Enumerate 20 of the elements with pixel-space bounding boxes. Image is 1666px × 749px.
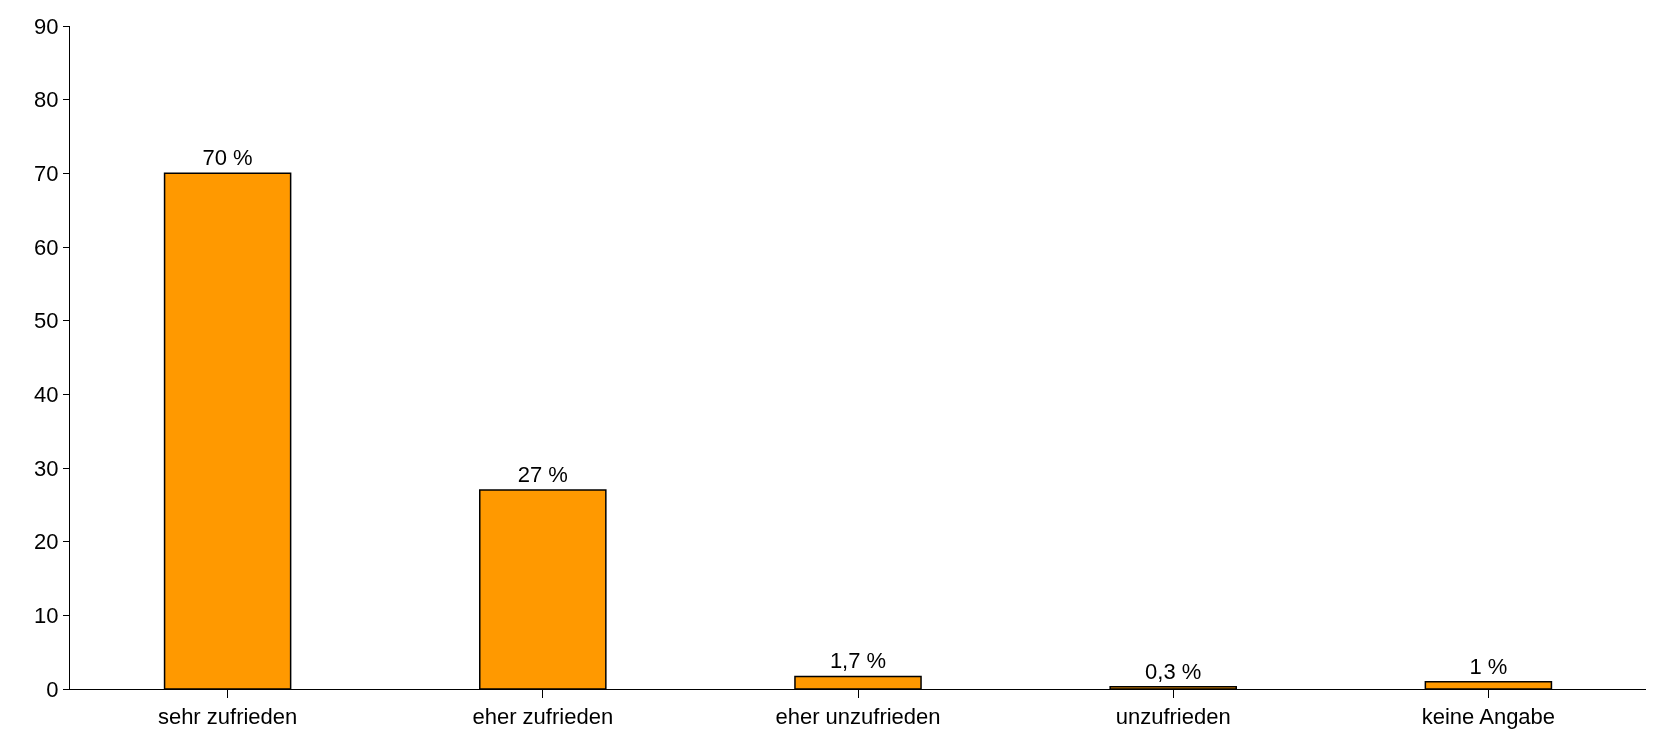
data-label: 1,7 % bbox=[829, 648, 887, 674]
y-tick-label: 10 bbox=[34, 603, 59, 629]
y-tick-label: 80 bbox=[34, 87, 59, 113]
y-tick-label: 70 bbox=[34, 161, 59, 187]
y-tick-label: 30 bbox=[34, 455, 59, 481]
y-tick-label: 0 bbox=[46, 676, 59, 702]
y-tick-label: 20 bbox=[34, 529, 59, 555]
x-tick-label: eher unzufrieden bbox=[775, 704, 941, 730]
y-tick-label: 40 bbox=[34, 382, 59, 408]
x-tick-label: sehr zufrieden bbox=[157, 704, 298, 730]
data-label: 1 % bbox=[1469, 653, 1508, 679]
data-label: 70 % bbox=[202, 145, 253, 171]
data-label: 27 % bbox=[517, 462, 568, 488]
data-label: 0,3 % bbox=[1145, 658, 1202, 684]
y-tick-label: 50 bbox=[34, 308, 59, 334]
x-tick-label: unzufrieden bbox=[1115, 704, 1231, 730]
x-tick-label: eher zufrieden bbox=[472, 704, 614, 730]
x-tick-label: keine Angabe bbox=[1421, 704, 1556, 730]
y-tick-label: 60 bbox=[34, 234, 59, 260]
y-tick-label: 90 bbox=[34, 13, 59, 39]
